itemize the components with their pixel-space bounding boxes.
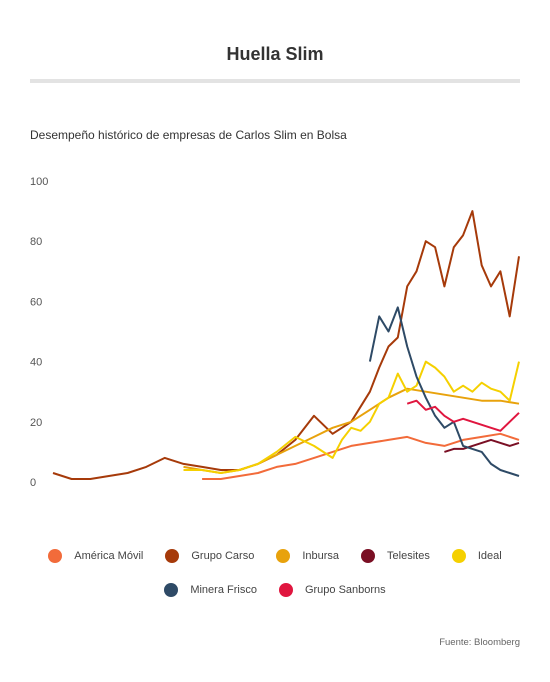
series-line-ideal: [183, 360, 520, 474]
legend-dot: [276, 549, 291, 563]
chart-subtitle: Desempeño histórico de empresas de Carlo…: [30, 128, 347, 142]
series-line-am-rica-m-vil: [202, 432, 520, 480]
series-line-grupo-carso: [52, 210, 520, 480]
legend-item-grupo-sanborns[interactable]: Grupo Sanborns: [278, 583, 386, 597]
y-tick-label: 20: [30, 417, 42, 429]
legend-dot: [48, 549, 63, 563]
legend-row-2: Minera Frisco Grupo Sanborns: [0, 583, 550, 597]
legend-label: Telesites: [387, 550, 430, 562]
y-tick-label: 40: [30, 357, 42, 369]
y-tick-label: 0: [30, 477, 36, 489]
legend-label: Grupo Carso: [191, 550, 255, 562]
series-line-minera-frisco: [368, 306, 520, 477]
legend-item-telesites[interactable]: Telesites: [361, 549, 430, 563]
legend-item-minera-frisco[interactable]: Minera Frisco: [164, 583, 257, 597]
legend-item-ideal[interactable]: Ideal: [451, 549, 502, 563]
legend-dot: [278, 583, 293, 597]
legend-label: Ideal: [477, 550, 502, 562]
legend-dot: [164, 583, 179, 597]
legend-item-america-movil[interactable]: América Móvil: [48, 549, 143, 563]
legend-item-grupo-carso[interactable]: Grupo Carso: [165, 549, 254, 563]
legend-label: Minera Frisco: [190, 584, 257, 596]
legend-label: Grupo Sanborns: [304, 584, 386, 596]
series-line-grupo-sanborns: [406, 399, 520, 432]
y-tick-label: 80: [30, 236, 42, 248]
y-tick-label: 60: [30, 296, 42, 308]
series-line-telesites: [444, 438, 520, 453]
legend-label: América Móvil: [74, 550, 144, 562]
y-tick-label: 100: [30, 176, 48, 188]
legend-label: Inbursa: [302, 550, 340, 562]
legend-item-inbursa[interactable]: Inbursa: [276, 549, 339, 563]
chart-title: Huella Slim: [226, 44, 324, 64]
series-line-inbursa: [183, 387, 520, 474]
legend-row-1: América Móvil Grupo Carso Inbursa Telesi…: [0, 549, 550, 563]
legend-dot: [165, 549, 180, 563]
source-note: Fuente: Bloomberg: [439, 637, 520, 648]
legend-dot: [451, 549, 466, 563]
title-divider: [30, 79, 520, 83]
legend-dot: [361, 549, 376, 563]
line-chart: 0 20 40 60 80 100: [30, 176, 520, 489]
